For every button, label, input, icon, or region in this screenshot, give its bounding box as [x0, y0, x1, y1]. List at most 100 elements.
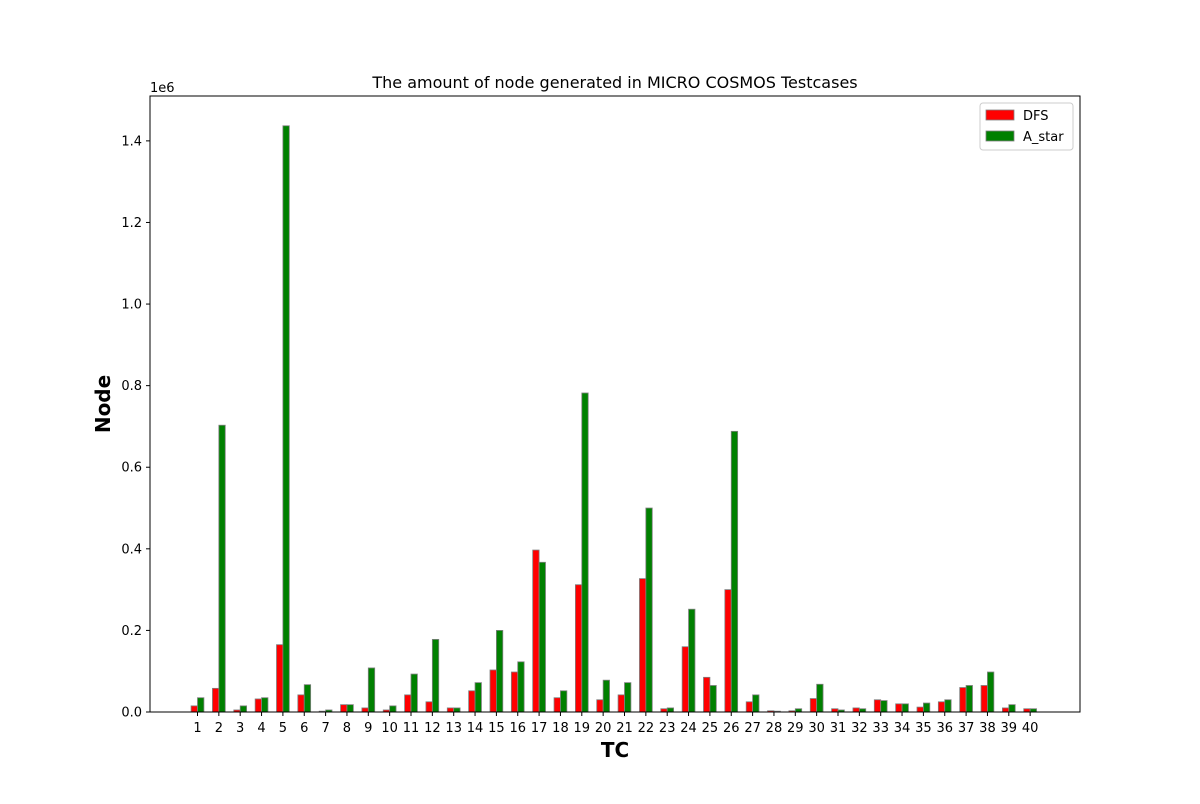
bar-dfs-tc-36 — [937, 701, 946, 713]
legend-swatch-a-star — [985, 130, 1015, 142]
x-tick-label: 21 — [616, 721, 633, 736]
plot-frame — [149, 95, 1081, 713]
bar-dfs-tc-12 — [425, 701, 433, 713]
bar-dfs-tc-24 — [681, 646, 689, 713]
x-tick-label: 19 — [574, 721, 591, 736]
x-tick-label: 23 — [659, 721, 676, 736]
y-axis-label: Node — [91, 375, 115, 433]
y-tick-label: 1.4 — [121, 134, 142, 149]
bars-layer — [190, 125, 1037, 713]
bar-dfs-tc-38 — [980, 685, 988, 713]
bar-a-star-tc-30 — [816, 683, 824, 713]
x-tick-label: 29 — [787, 721, 804, 736]
x-tick-label: 12 — [424, 721, 441, 736]
bar-a-star-tc-15 — [495, 630, 504, 713]
x-tick-label: 16 — [509, 721, 526, 736]
bar-a-star-tc-4 — [261, 697, 269, 713]
bar-a-star-tc-16 — [517, 661, 525, 713]
bar-dfs-tc-1 — [190, 705, 198, 713]
y-tick-label: 0.8 — [121, 379, 142, 394]
bar-dfs-tc-13 — [446, 707, 455, 713]
bar-dfs-tc-34 — [895, 703, 903, 713]
bar-dfs-tc-25 — [703, 676, 711, 713]
bar-a-star-tc-19 — [581, 392, 589, 713]
bar-dfs-tc-20 — [596, 699, 604, 713]
legend-label-dfs: DFS — [1023, 109, 1049, 124]
x-tick-label: 34 — [894, 721, 911, 736]
x-tick-label: 9 — [364, 721, 372, 736]
bar-a-star-tc-11 — [410, 673, 418, 713]
bar-dfs-tc-16 — [510, 671, 519, 713]
bar-a-star-tc-21 — [624, 682, 632, 713]
x-tick-label: 5 — [279, 721, 287, 736]
bar-a-star-tc-3 — [239, 705, 247, 713]
x-tick-label: 7 — [321, 721, 329, 736]
x-tick-label: 24 — [680, 721, 697, 736]
x-tick-label: 39 — [1001, 721, 1018, 736]
bar-dfs-tc-17 — [532, 549, 540, 713]
bar-dfs-tc-2 — [212, 687, 220, 713]
y-tick-label: 0.2 — [121, 624, 142, 639]
bar-a-star-tc-5 — [282, 125, 290, 713]
bar-a-star-tc-37 — [965, 685, 973, 713]
x-tick-label: 18 — [552, 721, 569, 736]
bar-dfs-tc-22 — [639, 578, 647, 713]
bar-a-star-tc-22 — [645, 507, 653, 713]
x-tick-label: 35 — [915, 721, 932, 736]
y-axis-offset-label: 1e6 — [150, 81, 175, 96]
x-tick-label: 37 — [958, 721, 975, 736]
bar-a-star-tc-18 — [560, 690, 568, 713]
x-tick-label: 30 — [808, 721, 825, 736]
bar-dfs-tc-14 — [468, 690, 476, 713]
bar-dfs-tc-26 — [724, 589, 732, 713]
bar-dfs-tc-19 — [575, 584, 583, 713]
bar-dfs-tc-8 — [340, 704, 348, 713]
x-tick-label: 2 — [215, 721, 223, 736]
y-tick-label: 1.0 — [121, 298, 142, 313]
bar-a-star-tc-27 — [752, 694, 760, 713]
y-tick-label: 0.6 — [121, 461, 142, 476]
bar-a-star-tc-24 — [688, 608, 696, 713]
x-tick-label: 10 — [381, 721, 398, 736]
bar-a-star-tc-2 — [218, 424, 226, 713]
bar-a-star-tc-38 — [987, 671, 995, 713]
legend-swatch-dfs — [985, 109, 1015, 121]
bar-a-star-tc-23 — [666, 707, 675, 713]
y-axis-ticks: 0.0 0.2 0.4 0.6 0.8 1.0 1.2 1.4 — [121, 134, 150, 721]
x-tick-label: 15 — [488, 721, 505, 736]
x-tick-label: 6 — [300, 721, 308, 736]
bar-dfs-tc-37 — [959, 687, 967, 713]
bar-dfs-tc-30 — [809, 698, 818, 713]
bar-dfs-tc-11 — [404, 694, 412, 713]
bar-a-star-tc-26 — [730, 430, 739, 713]
x-tick-label: 8 — [343, 721, 351, 736]
x-tick-label: 11 — [403, 721, 420, 736]
x-tick-label: 32 — [851, 721, 868, 736]
bar-dfs-tc-35 — [916, 706, 924, 713]
x-tick-label: 22 — [638, 721, 655, 736]
bar-a-star-tc-13 — [453, 707, 461, 713]
x-axis-label: TC — [601, 738, 629, 762]
bar-a-star-tc-1 — [197, 697, 205, 713]
bar-a-star-tc-14 — [474, 682, 482, 713]
x-tick-label: 40 — [1022, 721, 1039, 736]
bar-a-star-tc-8 — [346, 704, 354, 713]
legend-label-a-star: A_star — [1023, 130, 1064, 145]
x-tick-label: 28 — [766, 721, 783, 736]
bar-dfs-tc-15 — [489, 669, 497, 713]
chart-title: The amount of node generated in MICRO CO… — [371, 73, 857, 92]
x-tick-label: 36 — [936, 721, 953, 736]
x-tick-label: 14 — [467, 721, 484, 736]
bar-dfs-tc-18 — [553, 697, 561, 713]
bar-a-star-tc-34 — [901, 703, 909, 713]
x-tick-label: 33 — [872, 721, 889, 736]
bar-dfs-tc-4 — [254, 698, 262, 713]
bar-a-star-tc-6 — [303, 684, 312, 713]
bar-dfs-tc-6 — [297, 694, 305, 713]
bar-dfs-tc-21 — [617, 694, 625, 713]
bar-a-star-tc-36 — [944, 699, 952, 713]
bar-dfs-tc-9 — [361, 707, 369, 713]
x-tick-label: 20 — [595, 721, 612, 736]
